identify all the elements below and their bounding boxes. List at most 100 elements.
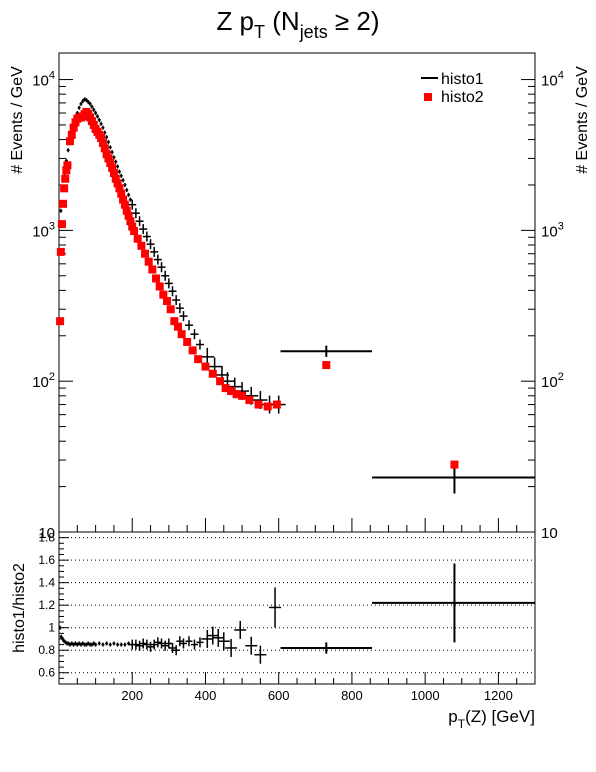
x-tick-label: 400 [195, 688, 217, 703]
histo2-point [61, 174, 70, 183]
histo2-point [60, 184, 69, 193]
ratio-point [161, 640, 169, 651]
histo2-point [144, 257, 153, 266]
top-data-marks [56, 97, 535, 494]
histo2-point [208, 369, 217, 378]
ratio-point [147, 641, 155, 652]
histo1-point [157, 262, 166, 273]
ratio-y-tick-label: 1.4 [38, 576, 55, 590]
histo1-point [172, 295, 181, 306]
histo1-point [108, 145, 112, 150]
histo2-point [57, 220, 66, 229]
ratio-y-tick-label: 0.8 [38, 643, 55, 657]
ratio-point [59, 634, 63, 639]
ratio-point [105, 641, 109, 646]
ratio-y-tick-label: 1.6 [38, 553, 55, 567]
histo2-point [89, 120, 98, 129]
ratio-point [201, 629, 214, 648]
histo2-point [183, 337, 192, 346]
ratio-point [172, 645, 180, 656]
ratio-point [127, 641, 131, 646]
histo1-point [117, 169, 121, 174]
histo2-point [115, 184, 124, 193]
y-tick-label-right: 103 [541, 220, 564, 240]
histo1-point [84, 98, 88, 103]
ratio-point [86, 641, 90, 646]
histo2-point [111, 174, 120, 183]
histo2-point [272, 400, 281, 409]
ratio-point [190, 639, 198, 650]
histo1-wide-bin [280, 345, 373, 357]
bottom-data-marks [58, 563, 535, 664]
ratio-point [132, 639, 140, 650]
ratio-y-tick-label: 0.6 [38, 666, 55, 680]
histo2-point [124, 211, 133, 220]
histo2-point [126, 217, 135, 226]
histo2-point [113, 179, 122, 188]
top-ylabel-right: # Events / GeV [574, 66, 591, 174]
ratio-point [119, 642, 123, 647]
histo2-point [227, 387, 236, 396]
x-tick-label: 800 [341, 688, 363, 703]
ratio-point [143, 639, 151, 650]
x-tick-label: 1200 [484, 688, 513, 703]
histo2-point [98, 138, 107, 147]
y-tick-label-left: 104 [32, 70, 55, 90]
histo1-point [101, 125, 105, 130]
histo2-point [148, 265, 157, 274]
ratio-point [165, 638, 173, 649]
histo1-point [139, 224, 148, 235]
histo1-point [114, 159, 118, 164]
histo2-point [120, 200, 129, 209]
histo1-point [106, 140, 110, 145]
histo2-point [97, 133, 106, 142]
histo1-point [119, 173, 123, 178]
histo1-point [103, 130, 107, 135]
ratio-point [112, 641, 116, 646]
histo2-point [102, 150, 111, 159]
x-tick-label: 200 [121, 688, 143, 703]
histo1-point [97, 117, 101, 122]
histo1-point [179, 311, 188, 322]
ratio-point [206, 626, 219, 645]
histo2-point [56, 317, 65, 326]
ratio-point [72, 642, 76, 647]
x-tick-label: 1000 [411, 688, 440, 703]
histo1-point [95, 114, 99, 119]
ratio-point [97, 641, 101, 646]
chart-title: Z pT (Njets ≥ 2) [216, 6, 379, 42]
bottom-axes: 0.6 0.8 1 1.2 1.4 1.6 1.8 200 400 600 800 1000 1200 [38, 531, 536, 703]
ratio-point [90, 642, 94, 647]
bottom-ylabel: histo1/histo2 [11, 563, 28, 653]
histo1-point [59, 208, 63, 213]
ratio-point [158, 638, 166, 649]
ratio-point [139, 638, 147, 649]
y-tick-label-right: 102 [541, 371, 564, 391]
histo1-point [125, 188, 129, 193]
histo2-point [106, 158, 115, 167]
ratio-point [196, 637, 204, 648]
histo1-point [150, 246, 159, 257]
histo1-point [92, 107, 96, 112]
ratio-point [61, 636, 65, 641]
ratio-point [179, 638, 187, 649]
histo2-point [122, 206, 131, 215]
histo2-point [67, 130, 76, 139]
y-tick-label-right: 10 [541, 525, 558, 542]
ratio-wide-bin [372, 563, 535, 643]
ratio-point [70, 641, 74, 646]
histo2-point [63, 161, 72, 170]
ratio-wide-bin [280, 642, 373, 654]
histo1-point [83, 97, 87, 102]
histo2-point [128, 222, 137, 231]
histo1-point [146, 239, 155, 250]
histo1-point [105, 135, 109, 140]
histo2-point [163, 297, 172, 306]
legend: histo1 histo2 [421, 71, 484, 106]
histo2-point [109, 169, 118, 178]
ratio-point [225, 638, 238, 657]
histo1-point [128, 197, 132, 202]
histo2-point [174, 322, 182, 331]
ratio-point [176, 636, 184, 647]
